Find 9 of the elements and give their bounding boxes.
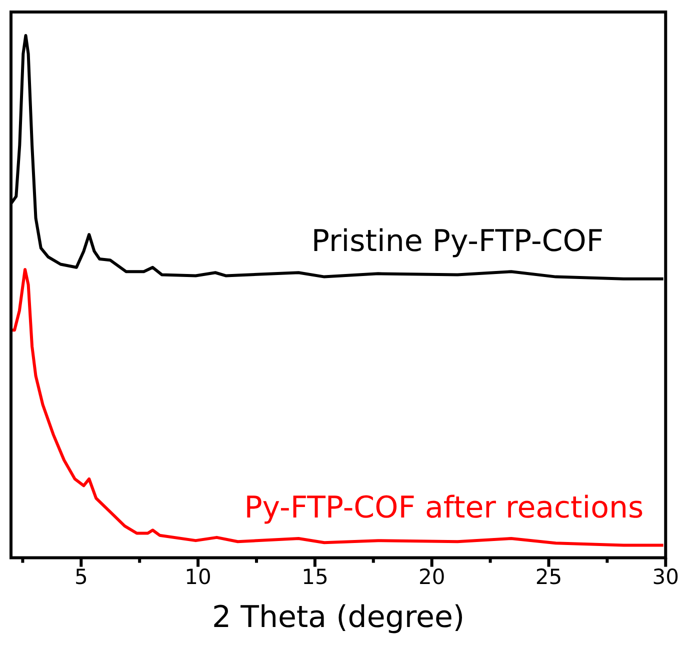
x-axis-title: 2 Theta (degree) [212, 600, 465, 635]
series-label: Py-FTP-COF after reactions [244, 490, 644, 526]
x-tick-label: 15 [302, 564, 328, 589]
series-label: Pristine Py-FTP-COF [311, 224, 604, 259]
x-tick-label: 10 [184, 564, 212, 589]
x-tick-label: 30 [652, 564, 680, 589]
x-tick-label: 5 [74, 564, 88, 589]
x-tick-label: 25 [535, 564, 562, 589]
x-tick-label: 20 [418, 564, 446, 589]
